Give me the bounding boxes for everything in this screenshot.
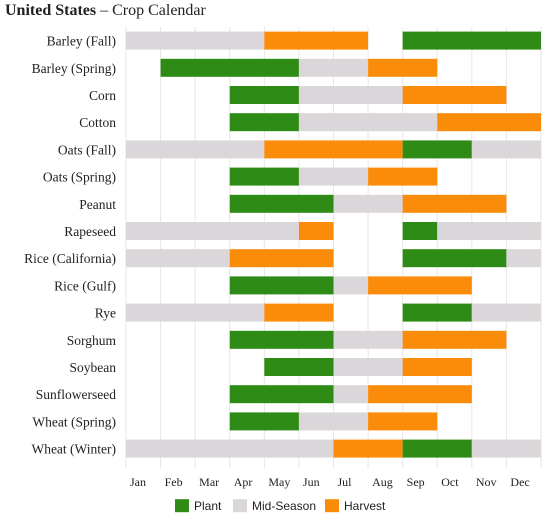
bar-oats-spring-mid-season — [298, 167, 369, 186]
bar-rye-mid-season — [471, 303, 541, 322]
crop-label-corn: Corn — [89, 88, 116, 103]
crop-label-rice-california: Rice (California) — [24, 251, 116, 266]
bar-peanut-plant — [229, 194, 334, 213]
crop-label-oats-fall: Oats (Fall) — [58, 142, 116, 157]
chart-title: United States – Crop Calendar — [5, 2, 206, 20]
month-labels: Jan Feb Mar Apr May Jun Jul Aug Sep Oct Nov Dec — [130, 475, 530, 489]
bar-rye-mid-season — [126, 303, 265, 322]
bar-sunflowerseed-mid-season — [333, 385, 369, 404]
bar-oats-fall-harvest — [264, 140, 403, 159]
title-subtitle: Crop Calendar — [112, 2, 206, 19]
legend-label-plant: Plant — [194, 499, 222, 513]
bar-rapeseed-harvest — [298, 222, 334, 240]
bar-oats-fall-plant — [402, 140, 472, 159]
bar-rice-gulf-harvest — [368, 276, 472, 295]
month-label-sep: Sep — [407, 475, 425, 489]
bar-oats-spring-plant — [229, 167, 299, 186]
crop-label-rye: Rye — [95, 306, 116, 321]
bar-corn-mid-season — [298, 86, 403, 104]
crop-label-rice-gulf: Rice (Gulf) — [54, 278, 116, 293]
month-label-jul: Jul — [338, 475, 353, 489]
month-label-may: May — [268, 475, 290, 489]
bar-peanut-mid-season — [333, 194, 403, 213]
month-label-aug: Aug — [372, 475, 393, 489]
bar-sorghum-plant — [229, 330, 334, 349]
bar-soybean-plant — [264, 358, 334, 376]
bar-soybean-harvest — [402, 358, 472, 376]
bar-oats-spring-harvest — [368, 167, 438, 186]
bar-wheat-winter-mid-season — [126, 439, 334, 458]
bar-wheat-winter-harvest — [333, 439, 403, 458]
title-country: United States — [5, 2, 97, 19]
month-label-oct: Oct — [441, 475, 459, 489]
bar-rapeseed-plant — [402, 222, 438, 240]
bar-rapeseed-mid-season — [126, 222, 299, 240]
legend-label-harvest: Harvest — [344, 499, 386, 513]
title-separator: – — [100, 2, 109, 19]
bar-barley-spring-mid-season — [298, 58, 369, 77]
legend-swatch-harvest — [325, 499, 339, 513]
month-label-apr: Apr — [234, 475, 253, 489]
bar-rice-california-plant — [402, 249, 507, 268]
month-label-jan: Jan — [130, 475, 146, 489]
bar-wheat-spring-harvest — [368, 412, 438, 431]
bar-soybean-mid-season — [333, 358, 403, 376]
bar-oats-fall-mid-season — [126, 140, 265, 159]
crop-label-cotton: Cotton — [79, 115, 116, 130]
crop-label-barley-spring: Barley (Spring) — [32, 61, 116, 76]
bar-barley-spring-plant — [160, 58, 299, 77]
bar-corn-plant — [229, 86, 299, 104]
bar-corn-harvest — [402, 86, 507, 104]
bar-oats-fall-mid-season — [471, 140, 541, 159]
bar-rice-california-harvest — [229, 249, 334, 268]
bar-barley-spring-harvest — [368, 58, 438, 77]
bar-rice-california-mid-season — [126, 249, 230, 268]
crop-label-barley-fall: Barley (Fall) — [47, 34, 116, 49]
bar-wheat-spring-mid-season — [298, 412, 369, 431]
bars — [126, 31, 541, 458]
month-label-nov: Nov — [476, 475, 497, 489]
legend-swatch-plant — [175, 499, 189, 513]
bar-rapeseed-mid-season — [437, 222, 541, 240]
bar-sorghum-mid-season — [333, 330, 403, 349]
bar-rye-plant — [402, 303, 472, 322]
bar-cotton-plant — [229, 113, 299, 132]
crop-label-rapeseed: Rapeseed — [64, 224, 116, 239]
bar-rice-california-mid-season — [506, 249, 541, 268]
crop-label-oats-spring: Oats (Spring) — [43, 170, 116, 185]
month-label-mar: Mar — [199, 475, 219, 489]
bar-rice-gulf-mid-season — [333, 276, 369, 295]
bar-rice-gulf-plant — [229, 276, 334, 295]
bar-peanut-harvest — [402, 194, 507, 213]
bar-wheat-winter-mid-season — [471, 439, 541, 458]
bar-sorghum-harvest — [402, 330, 507, 349]
legend-swatch-mid-season — [233, 499, 247, 513]
crop-label-sunflowerseed: Sunflowerseed — [36, 387, 116, 402]
bar-sunflowerseed-harvest — [368, 385, 472, 404]
crop-label-peanut: Peanut — [79, 197, 116, 212]
crop-label-sorghum: Sorghum — [67, 333, 117, 348]
crop-label-wheat-spring: Wheat (Spring) — [32, 414, 116, 429]
legend-label-mid-season: Mid-Season — [252, 499, 316, 513]
bar-barley-fall-plant — [402, 31, 541, 50]
month-label-dec: Dec — [510, 475, 529, 489]
bar-sunflowerseed-plant — [229, 385, 334, 404]
bar-wheat-spring-plant — [229, 412, 299, 431]
month-label-feb: Feb — [165, 475, 183, 489]
month-label-jun: Jun — [303, 475, 320, 489]
crop-label-wheat-winter: Wheat (Winter) — [31, 442, 116, 457]
crop-labels: Barley (Fall) Barley (Spring) Corn Cotton Oa… — [24, 34, 116, 457]
bar-cotton-mid-season — [298, 113, 438, 132]
bar-cotton-harvest — [437, 113, 541, 132]
crop-label-soybean: Soybean — [70, 360, 117, 375]
bar-barley-fall-mid-season — [126, 31, 265, 50]
bar-rye-harvest — [264, 303, 334, 322]
bar-barley-fall-harvest — [264, 31, 369, 50]
legend: Plant Mid-Season Harvest — [175, 499, 386, 513]
bar-wheat-winter-plant — [402, 439, 472, 458]
